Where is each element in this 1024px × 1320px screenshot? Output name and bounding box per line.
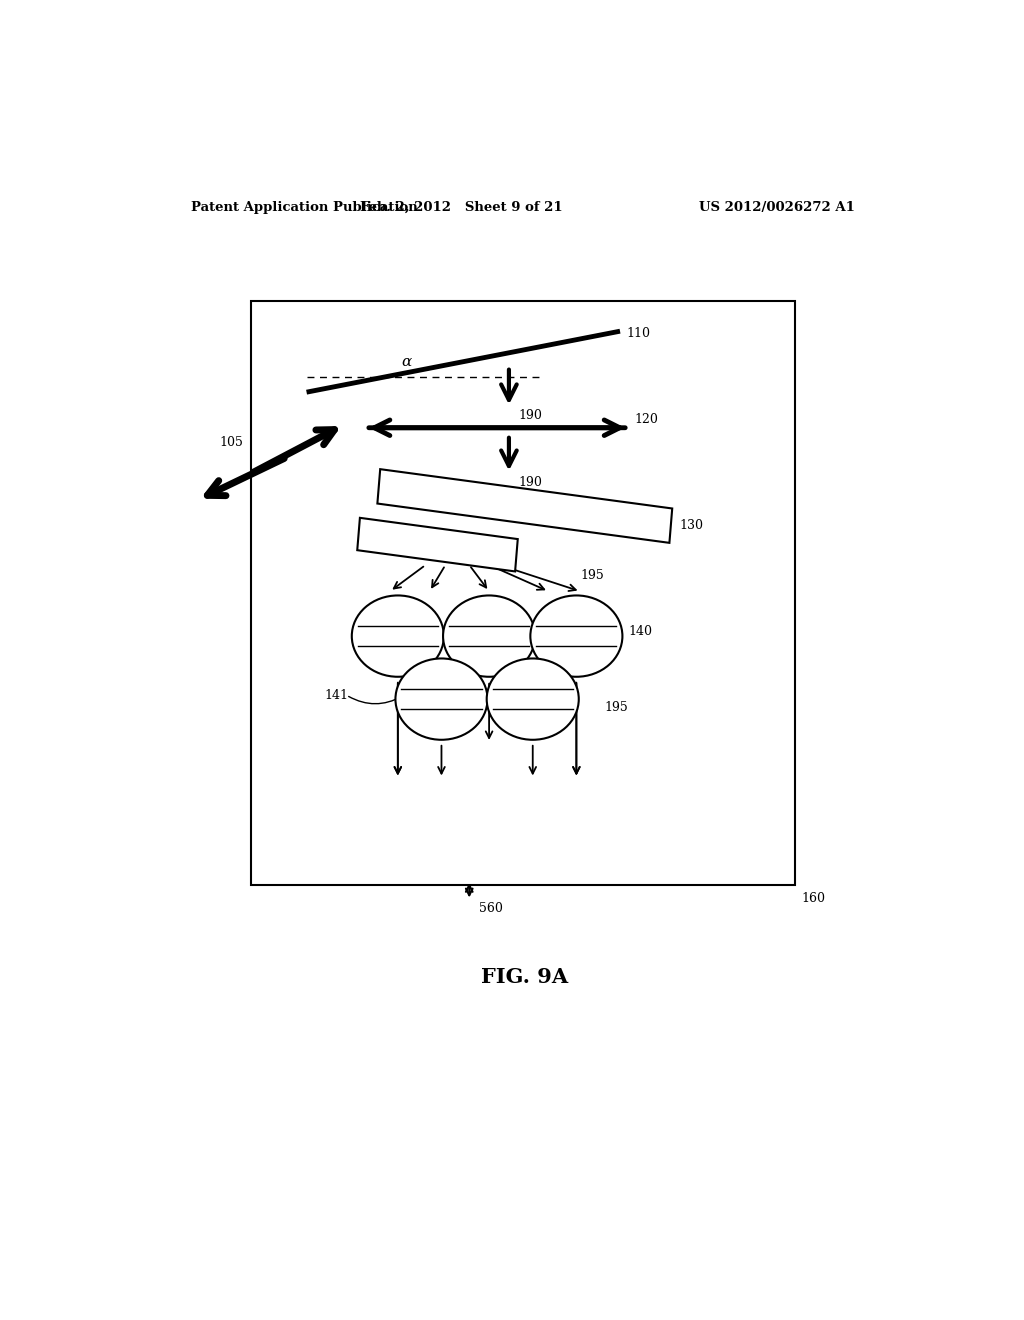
Text: Patent Application Publication: Patent Application Publication [191, 201, 418, 214]
Text: 160: 160 [801, 892, 825, 906]
Ellipse shape [530, 595, 623, 677]
Text: 130: 130 [680, 519, 703, 532]
Text: Feb. 2, 2012   Sheet 9 of 21: Feb. 2, 2012 Sheet 9 of 21 [360, 201, 562, 214]
Text: 141: 141 [325, 689, 349, 701]
Bar [251, 301, 795, 886]
Text: US 2012/0026272 A1: US 2012/0026272 A1 [699, 201, 855, 214]
Ellipse shape [352, 595, 443, 677]
Text: 195: 195 [581, 569, 604, 582]
Text: 190: 190 [518, 409, 543, 422]
Text: 110: 110 [627, 327, 650, 339]
Text: 195: 195 [604, 701, 628, 714]
Text: 140: 140 [628, 624, 652, 638]
Text: 105: 105 [219, 437, 243, 450]
Text: FIG. 9A: FIG. 9A [481, 966, 568, 986]
Text: 120: 120 [634, 413, 658, 426]
Text: 560: 560 [479, 903, 503, 915]
Text: α: α [401, 355, 412, 368]
Polygon shape [378, 469, 672, 543]
Ellipse shape [395, 659, 487, 739]
Text: 190: 190 [518, 475, 543, 488]
Ellipse shape [486, 659, 579, 739]
Ellipse shape [443, 595, 536, 677]
Polygon shape [357, 517, 518, 572]
